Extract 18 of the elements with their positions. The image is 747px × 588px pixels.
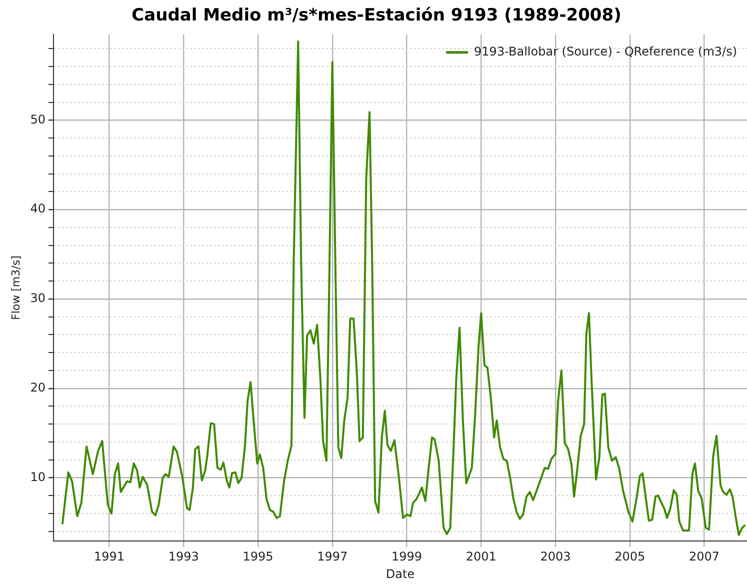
legend-label: 9193-Ballobar (Source) - QReference (m3/s) — [474, 44, 738, 59]
x-tick-label: 2003 — [540, 550, 571, 564]
chart-title: Caudal Medio m³/s*mes-Estación 9193 (1989-2008) — [132, 6, 622, 26]
y-tick-label: 20 — [30, 380, 46, 394]
x-tick-label: 2001 — [466, 550, 496, 564]
y-tick-label: 10 — [30, 470, 46, 484]
x-tick-label: 1991 — [94, 550, 125, 564]
y-tick-label: 50 — [30, 112, 46, 126]
x-tick-label: 1997 — [317, 550, 348, 564]
x-tick-label: 1995 — [242, 550, 274, 564]
y-axis-title: Flow [m3/s] — [9, 256, 22, 320]
x-axis-title: Date — [386, 566, 415, 581]
x-tick-label: 1999 — [391, 550, 422, 564]
y-tick-label: 40 — [30, 202, 46, 216]
x-tick-label: 2005 — [614, 550, 646, 564]
x-tick-label: 1993 — [168, 550, 199, 564]
x-tick-label: 2007 — [688, 550, 720, 564]
y-tick-label: 30 — [30, 291, 46, 306]
